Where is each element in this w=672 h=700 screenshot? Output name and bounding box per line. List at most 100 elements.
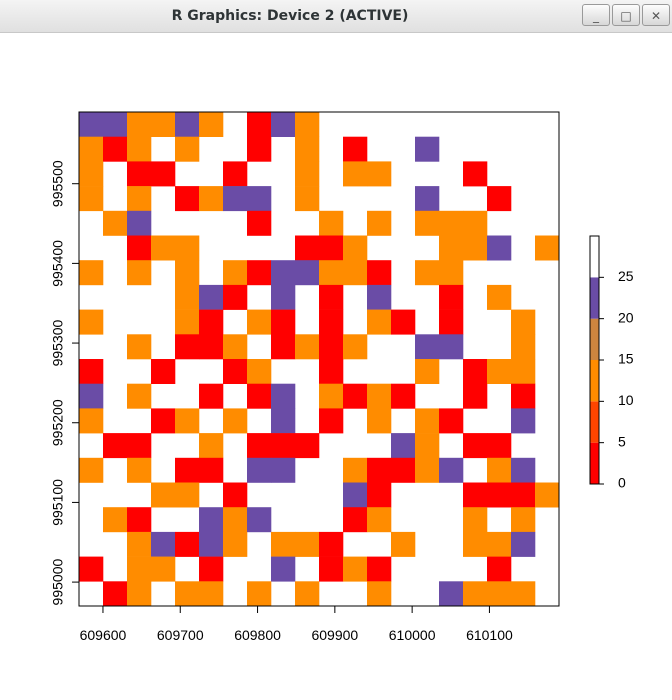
heatmap-cell (223, 507, 248, 533)
heatmap-cell (175, 235, 200, 261)
heatmap-cell (367, 284, 392, 310)
heatmap-cell (151, 482, 176, 508)
heatmap-cell (79, 556, 104, 582)
heatmap-cell (463, 482, 488, 508)
heatmap-cell (367, 408, 392, 434)
heatmap-cell (271, 309, 296, 335)
heatmap-cell (223, 408, 248, 434)
heatmap-cell (175, 531, 200, 557)
heatmap-cell (343, 507, 368, 533)
heatmap-cell (319, 309, 344, 335)
legend-tick-label: 15 (618, 351, 634, 367)
heatmap-cell (175, 260, 200, 286)
close-button[interactable]: ✕ (642, 4, 670, 26)
heatmap-cell (151, 112, 176, 137)
heatmap-cell (271, 433, 296, 459)
heatmap-cell (295, 334, 320, 360)
y-tick-label: 995400 (50, 240, 66, 287)
heatmap-cell (319, 408, 344, 434)
heatmap-cell (223, 186, 248, 212)
heatmap-cell (175, 581, 200, 607)
heatmap-cell (367, 482, 392, 508)
heatmap-cell (415, 408, 440, 434)
heatmap-cell (199, 334, 224, 360)
maximize-button[interactable]: □ (612, 4, 640, 26)
heatmap-cell (127, 235, 152, 261)
heatmap-cell (367, 260, 392, 286)
legend-color-block (590, 277, 599, 319)
heatmap-cell (295, 531, 320, 557)
heatmap-cell (199, 112, 224, 137)
heatmap-cell (511, 507, 536, 533)
heatmap-cell (199, 186, 224, 212)
heatmap-cell (439, 210, 464, 236)
heatmap-cell (199, 531, 224, 557)
heatmap-cell (367, 581, 392, 607)
heatmap-cell (79, 383, 104, 409)
legend-color-block (590, 360, 599, 402)
heatmap-cell (439, 408, 464, 434)
heatmap-cell (295, 186, 320, 212)
heatmap-cell (199, 284, 224, 310)
heatmap-cell (487, 433, 512, 459)
heatmap-cell (319, 210, 344, 236)
heatmap-cell (343, 334, 368, 360)
heatmap-cell (439, 457, 464, 483)
heatmap-cell (511, 457, 536, 483)
x-tick-label: 610000 (389, 627, 436, 643)
heatmap-cell (199, 507, 224, 533)
heatmap-cell (223, 284, 248, 310)
heatmap-cell (487, 556, 512, 582)
heatmap-cell (319, 334, 344, 360)
heatmap-cell (487, 581, 512, 607)
heatmap-cell (127, 136, 152, 162)
heatmap-cell (343, 136, 368, 162)
heatmap-cell (463, 161, 488, 187)
window-titlebar: R Graphics: Device 2 (ACTIVE) _ □ ✕ (0, 0, 672, 33)
heatmap-cell (247, 383, 272, 409)
heatmap-cell (367, 309, 392, 335)
heatmap-cell (367, 457, 392, 483)
minimize-button[interactable]: _ (582, 4, 610, 26)
heatmap-cell (295, 260, 320, 286)
window-title: R Graphics: Device 2 (ACTIVE) (171, 8, 409, 24)
heatmap-cell (511, 531, 536, 557)
heatmap-cell (247, 507, 272, 533)
heatmap-cell (271, 112, 296, 137)
heatmap-cell (199, 433, 224, 459)
heatmap-cell (199, 309, 224, 335)
heatmap-cell (487, 359, 512, 384)
heatmap-cell (343, 235, 368, 261)
heatmap-cell (271, 556, 296, 582)
heatmap-cell (127, 433, 152, 459)
heatmap-cell (247, 186, 272, 212)
heatmap-cell (247, 457, 272, 483)
legend-tick-label: 25 (618, 268, 634, 284)
heatmap-cell (79, 112, 104, 137)
heatmap-cell (247, 433, 272, 459)
heatmap-cell (103, 210, 128, 236)
heatmap-cell (487, 235, 512, 261)
heatmap-cell (295, 136, 320, 162)
heatmap-cell (511, 359, 536, 384)
heatmap-cell (463, 210, 488, 236)
heatmap-cell (343, 482, 368, 508)
heatmap-cell (391, 433, 416, 459)
heatmap-cell (79, 186, 104, 212)
heatmap-cell (439, 260, 464, 286)
heatmap-cell (295, 112, 320, 137)
legend-tick-label: 10 (618, 392, 634, 408)
x-tick-label: 609700 (157, 627, 204, 643)
heatmap-cell (175, 284, 200, 310)
heatmap-cell (247, 136, 272, 162)
heatmap-cell (343, 260, 368, 286)
heatmap-cell (151, 235, 176, 261)
heatmap-cell (175, 186, 200, 212)
legend-color-block (590, 401, 599, 443)
heatmap-cell (199, 581, 224, 607)
heatmap-cell (79, 309, 104, 335)
heatmap-cell (79, 136, 104, 162)
heatmap-cell (271, 383, 296, 409)
heatmap-cell (415, 433, 440, 459)
legend-color-block (590, 318, 599, 360)
